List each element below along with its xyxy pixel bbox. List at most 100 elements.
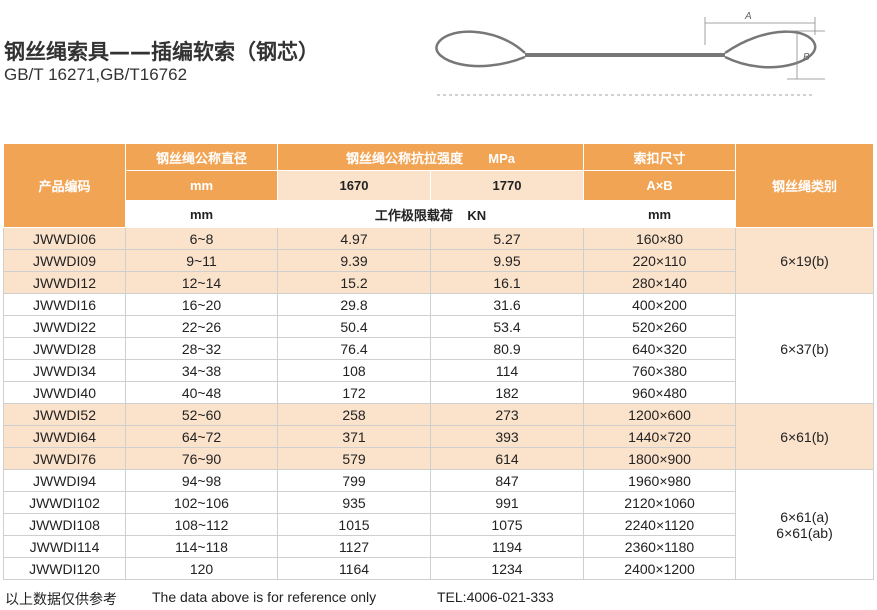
cell: 960×480: [583, 381, 737, 404]
cell: JWWDI34: [3, 359, 126, 382]
header-text: KN: [467, 207, 487, 223]
header-row: mm 1670 1770 A×B: [4, 170, 874, 201]
cell: 22~26: [125, 315, 278, 338]
cell: 2240×1120: [583, 513, 737, 536]
cell: 520×260: [583, 315, 737, 338]
header-cell: 钢丝绳公称直径: [125, 143, 278, 171]
cell: 9.95: [429, 249, 585, 272]
cell: 258: [277, 403, 431, 426]
data-row: JWWDI108 108~112 1015 1075 2240×1120: [3, 513, 874, 536]
cell: 6~8: [125, 227, 278, 250]
cell: 40~48: [125, 381, 278, 404]
cell: 12~14: [125, 271, 278, 294]
dimensions: [437, 17, 825, 96]
cell: JWWDI120: [3, 557, 126, 580]
header-cell: mm: [125, 200, 278, 228]
cell: 273: [429, 403, 585, 426]
category-line: 6×61(a): [780, 508, 829, 525]
cell: 371: [277, 425, 431, 448]
cell: JWWDI12: [3, 271, 126, 294]
cell: JWWDI64: [3, 425, 126, 448]
category-cell: 6×37(b): [735, 293, 875, 404]
cell: 182: [429, 381, 585, 404]
cell: 799: [277, 469, 431, 492]
cell: 991: [429, 491, 585, 514]
header-cell: A×B: [583, 170, 737, 201]
cell: 16~20: [125, 293, 278, 316]
cell: 2120×1060: [583, 491, 737, 514]
cell: 108~112: [125, 513, 278, 536]
spec-table: 产品编码 钢丝绳公称直径 钢丝绳公称抗拉强度 MPa 索扣尺寸 钢丝绳类别 mm 1670 1…: [3, 143, 875, 580]
sling: [435, 30, 817, 69]
cell: 640×320: [583, 337, 737, 360]
label-a: A: [744, 11, 752, 22]
cell: 114~118: [125, 535, 278, 558]
cell: 847: [429, 469, 585, 492]
cell: 1440×720: [583, 425, 737, 448]
cell: 935: [277, 491, 431, 514]
note-cn: 以上数据仅供参考: [5, 591, 117, 607]
header-cell: 钢丝绳公称抗拉强度 MPa: [276, 143, 585, 171]
cell: 1960×980: [583, 469, 737, 492]
label-b: B: [803, 52, 810, 63]
cell: 28~32: [125, 337, 278, 360]
header-row: 产品编码 钢丝绳公称直径 钢丝绳公称抗拉强度 MPa 索扣尺寸 钢丝绳类别: [3, 143, 875, 228]
cell: JWWDI28: [3, 337, 126, 360]
cell: 53.4: [429, 315, 585, 338]
cell: JWWDI114: [3, 535, 126, 558]
cell: 1015: [277, 513, 431, 536]
cell: 220×110: [583, 249, 737, 272]
title: 钢丝绳索具——插编软索（钢芯）: [4, 40, 319, 64]
cell: 2400×1200: [583, 557, 737, 580]
cell: 1164: [277, 557, 431, 580]
category-line: 6×37(b): [780, 340, 829, 357]
cell: 400×200: [583, 293, 737, 316]
header-cell: 1770: [429, 170, 585, 201]
cell: JWWDI94: [3, 469, 126, 492]
cell: 50.4: [277, 315, 431, 338]
standard: GB/T 16271,GB/T16762: [4, 65, 188, 84]
category-cell: 6×61(b): [735, 403, 875, 470]
data-row: JWWDI06 6~8 4.97 5.27 160×80 6×19(b): [3, 227, 875, 294]
header-cell: 钢丝绳类别: [735, 143, 875, 228]
tel: TEL:4006-021-333: [437, 589, 554, 605]
header-text: MPa: [488, 150, 516, 166]
cell: 16.1: [429, 271, 585, 294]
cell: JWWDI102: [3, 491, 126, 514]
data-row: JWWDI52 52~60 258 273 1200×600 6×61(b): [3, 403, 875, 470]
cell: 1200×600: [583, 403, 737, 426]
category-cell: 6×61(a) 6×61(ab): [735, 469, 875, 580]
data-row: JWWDI09 9~11 9.39 9.95 220×110: [3, 249, 874, 272]
cell: 1127: [277, 535, 431, 558]
cell: JWWDI22: [3, 315, 126, 338]
cell: 120: [125, 557, 278, 580]
category-cell: 6×19(b): [735, 227, 875, 294]
cell: 579: [277, 447, 431, 470]
cell: JWWDI108: [3, 513, 126, 536]
category-line: 6×61(ab): [776, 524, 833, 541]
cell: 9.39: [277, 249, 431, 272]
cell: 280×140: [583, 271, 737, 294]
category-line: 6×19(b): [780, 252, 829, 269]
header-cell: mm: [125, 170, 278, 201]
data-row: JWWDI16 16~20 29.8 31.6 400×200 6×37(b): [3, 293, 875, 404]
cell: JWWDI16: [3, 293, 126, 316]
header-text: 钢丝绳公称抗拉强度: [345, 150, 463, 166]
header-text: 工作极限载荷: [374, 207, 453, 223]
cell: 15.2: [277, 271, 431, 294]
cell: JWWDI09: [3, 249, 126, 272]
cell: 5.27: [429, 227, 585, 250]
cell: 102~106: [125, 491, 278, 514]
cell: 1234: [429, 557, 585, 580]
cell: 614: [429, 447, 585, 470]
cell: 160×80: [583, 227, 737, 250]
cell: 760×380: [583, 359, 737, 382]
category-line: 6×61(b): [780, 428, 829, 445]
cell: 1194: [429, 535, 585, 558]
cell: 29.8: [277, 293, 431, 316]
cell: 76~90: [125, 447, 278, 470]
cell: 108: [277, 359, 431, 382]
cell: 80.9: [429, 337, 585, 360]
data-row: JWWDI120 120 1164 1234 2400×1200: [3, 557, 874, 580]
